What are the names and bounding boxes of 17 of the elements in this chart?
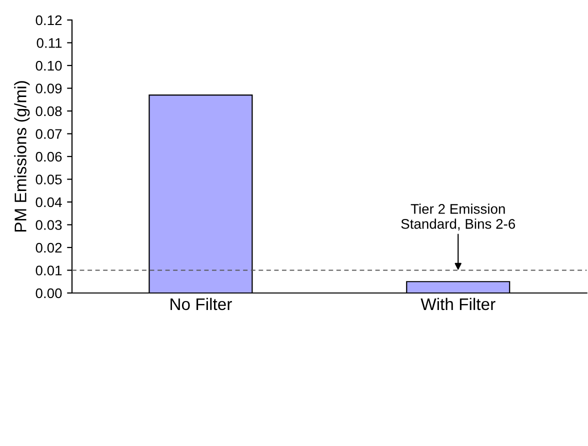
annotation: Tier 2 Emission Standard, Bins 2-6 <box>401 204 516 230</box>
x-tick-label: No Filter <box>170 298 232 310</box>
y-tick-label: 0.10 <box>36 60 62 71</box>
y-tick-label: 0.05 <box>36 174 62 184</box>
y-axis-title: PM Emissions (g/mi) <box>14 81 30 232</box>
y-tick-label: 0.01 <box>36 266 62 276</box>
y-tick-label: 0.07 <box>36 129 62 139</box>
y-tick-label: 0.00 <box>36 288 62 298</box>
y-tick-label: 0.12 <box>36 15 62 26</box>
y-tick-label: 0.02 <box>36 242 62 253</box>
y-tick-label: 0.09 <box>36 84 62 94</box>
y-tick-label: 0.03 <box>36 220 62 230</box>
y-tick-label: 0.04 <box>36 197 62 208</box>
y-tick-label: 0.06 <box>36 152 62 162</box>
y-tick-label: 0.11 <box>36 38 62 48</box>
y-tick-label: 0.08 <box>36 106 62 116</box>
x-tick-label: With Filter <box>420 298 496 310</box>
